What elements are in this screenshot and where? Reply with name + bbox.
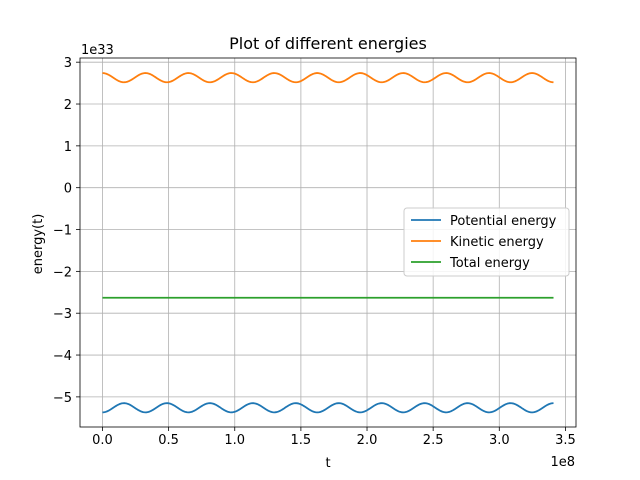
series-lines (102, 72, 554, 414)
grid (80, 58, 576, 427)
x-axis-label: t (325, 456, 330, 471)
y-tick-label: 1 (64, 140, 72, 155)
x-offset-text: 1e8 (550, 455, 575, 470)
y-tick-label: −4 (53, 349, 72, 364)
legend-box (403, 207, 570, 277)
legend-label-potential: Potential energy (450, 214, 557, 229)
x-tick-label: 0.5 (158, 433, 179, 448)
y-tick-label: −2 (53, 265, 72, 280)
y-tick-label: −3 (53, 307, 72, 322)
x-tick-label: 2.5 (423, 433, 444, 448)
x-tick-label: 1.0 (224, 433, 245, 448)
x-tick-label: 1.5 (291, 433, 312, 448)
series-line-1 (102, 72, 554, 84)
y-offset-text: 1e33 (81, 43, 114, 58)
legend: Potential energy Kinetic energy Total en… (403, 207, 570, 277)
x-axis-ticks: 0.0 0.5 1.0 1.5 2.0 2.5 3.0 3.5 (92, 427, 576, 448)
y-tick-label: 2 (64, 98, 72, 113)
plot-frame (79, 57, 577, 428)
x-tick-label: 2.0 (357, 433, 378, 448)
x-tick-label: 0.0 (92, 433, 113, 448)
y-axis-ticks: 3 2 1 0 −1 −2 −3 −4 −5 (53, 56, 80, 406)
x-tick-label: 3.0 (489, 433, 510, 448)
y-tick-label: −5 (53, 391, 72, 406)
x-tick-label: 3.5 (555, 433, 576, 448)
legend-label-kinetic: Kinetic energy (450, 235, 544, 250)
y-tick-label: 3 (64, 56, 72, 71)
y-tick-label: −1 (53, 224, 72, 239)
y-tick-label: 0 (64, 182, 72, 197)
y-axis-label: energy(t) (31, 214, 46, 275)
chart-title: Plot of different energies (229, 34, 427, 53)
series-line-0 (102, 402, 554, 414)
legend-label-total: Total energy (449, 256, 530, 271)
